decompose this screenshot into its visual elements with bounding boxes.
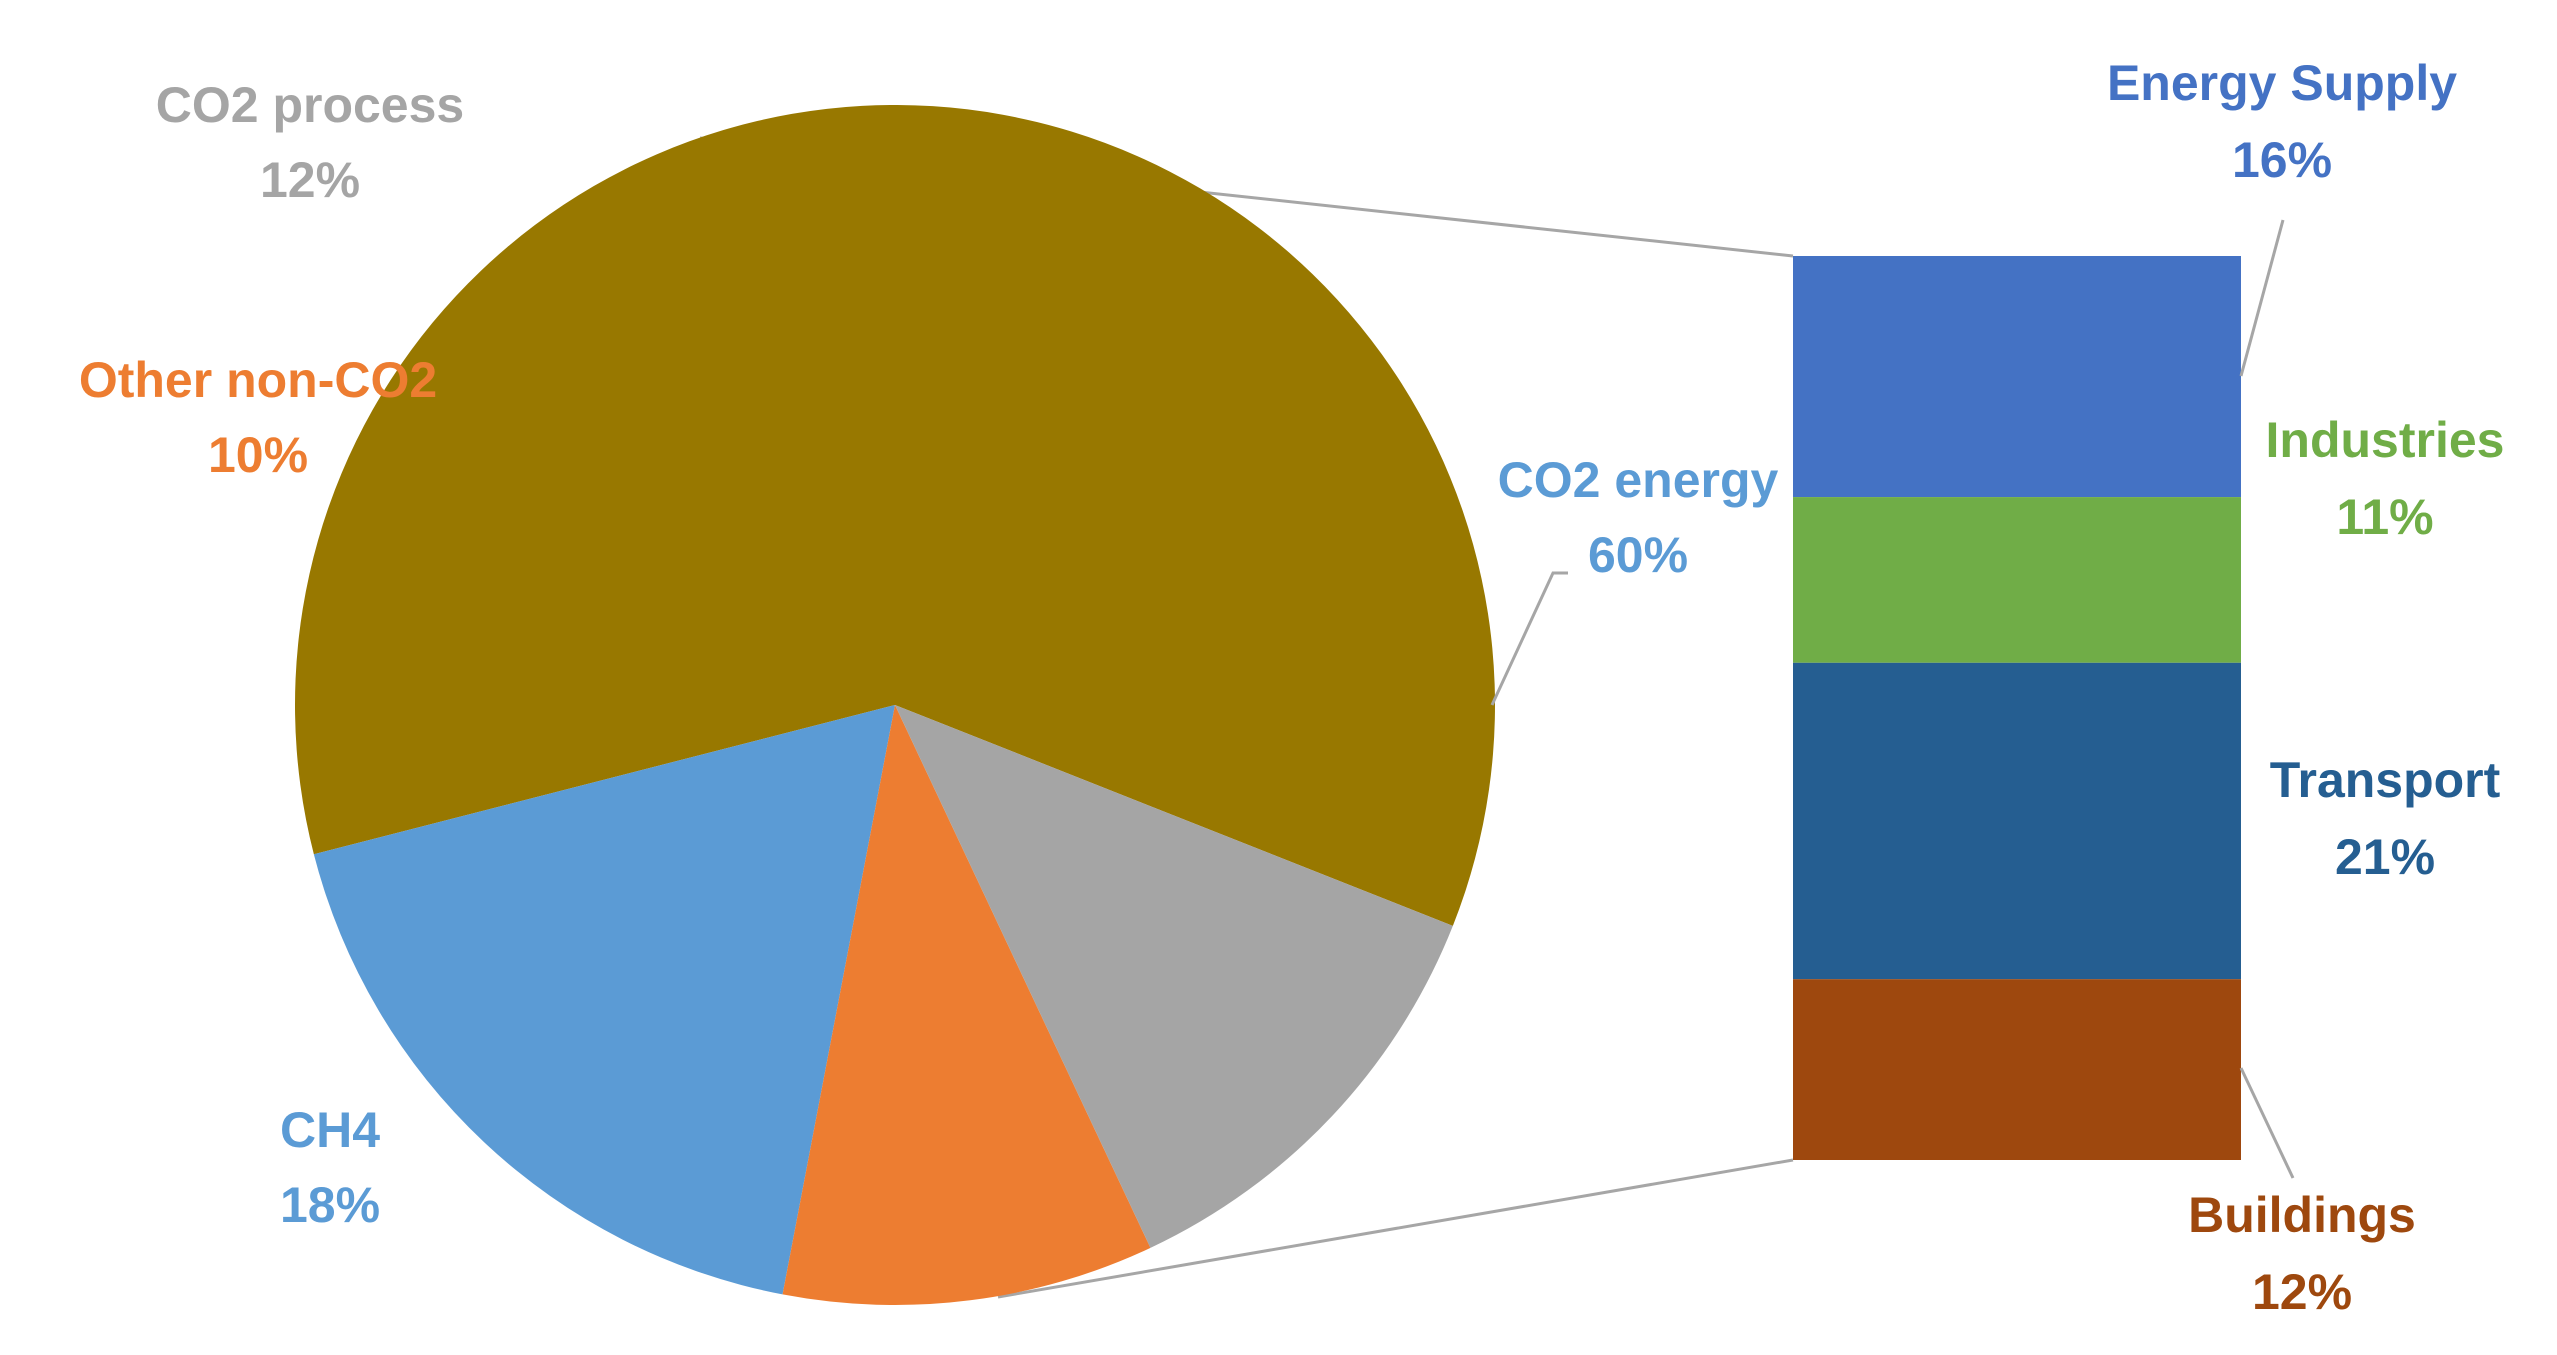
pie-value-label-other-non-co2: 10% [208, 427, 308, 483]
pie-name-label-ch4: CH4 [280, 1102, 380, 1158]
pie-value-label-ch4: 18% [280, 1177, 380, 1233]
leader-line-co2-energy [1490, 571, 1568, 706]
bar-value-label-energy-supply: 16% [2232, 132, 2332, 188]
pie-slice-other-non-co2 [782, 705, 1151, 1305]
pie-name-label-co2-energy: CO2 energy [1498, 452, 1779, 508]
pie-value-label-co2-process: 12% [260, 152, 360, 208]
bar-value-label-industries: 11% [2336, 489, 2433, 545]
pie-slice-co2-process [895, 705, 1453, 1248]
leader-lines [1490, 219, 2295, 1179]
bar-name-label-energy-supply: Energy Supply [2107, 55, 2457, 111]
bar-name-label-buildings: Buildings [2188, 1187, 2416, 1243]
bar-value-label-transport: 21% [2335, 829, 2435, 885]
pie-name-label-other-non-co2: Other non-CO2 [79, 352, 437, 408]
connector-line-bottom [997, 1158, 1794, 1299]
pie-slice-ch4 [313, 705, 896, 1295]
bar-segment-industries [1793, 497, 2241, 663]
bar-segment-buildings [1793, 979, 2241, 1160]
bar-name-label-industries: Industries [2266, 412, 2505, 468]
data-labels: CO2 energy 60% CH4 18% Other non-CO2 10% CO2 p… [79, 55, 2505, 1320]
bar-segment-transport [1793, 662, 2241, 980]
pie [294, 104, 1495, 1305]
pie-slice-co2-energy [294, 104, 1495, 926]
stacked-bar [1793, 256, 2241, 1160]
leader-line-energy-supply [2239, 219, 2285, 377]
bar-segment-energy-supply [1793, 256, 2241, 498]
pie-value-label-co2-energy: 60% [1588, 527, 1688, 583]
leader-line-buildings [2239, 1067, 2295, 1179]
bar-name-label-transport: Transport [2270, 752, 2501, 808]
pie-name-label-co2-process: CO2 process [156, 77, 464, 133]
bar-value-label-buildings: 12% [2252, 1264, 2352, 1320]
